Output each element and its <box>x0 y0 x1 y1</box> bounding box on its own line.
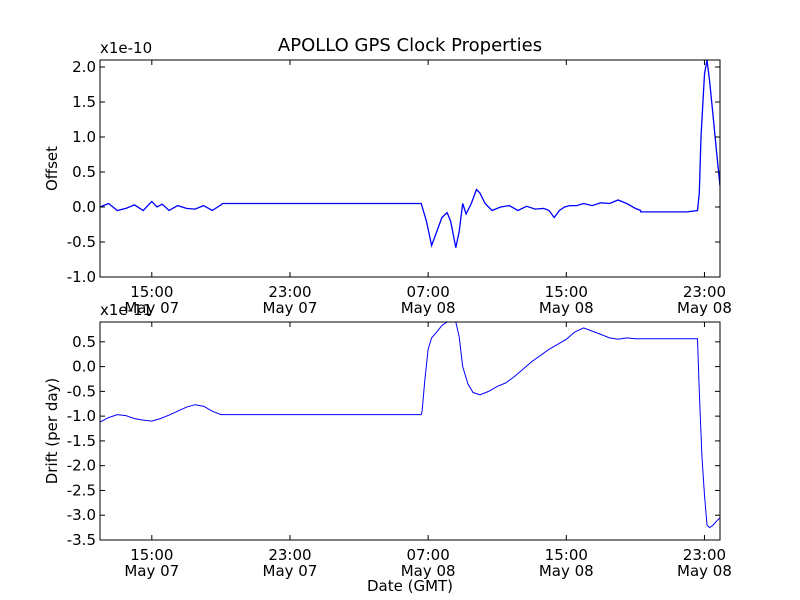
offset-xtick-time-label: 15:00 <box>130 283 173 301</box>
x-axis-label: Date (GMT) <box>367 577 453 595</box>
offset-ytick-label: -0.5 <box>67 233 96 251</box>
offset-axes-frame <box>99 59 721 278</box>
offset-ytick-label: 0.5 <box>72 163 96 181</box>
offset-xtick-date-label: May 08 <box>539 299 594 317</box>
drift-ytick-label: -3.5 <box>67 531 96 549</box>
drift-series-line-0 <box>100 322 720 529</box>
offset-xtick-time-label: 23:00 <box>683 283 726 301</box>
offset-xtick-date-label: May 07 <box>124 299 179 317</box>
offset-xtick-time-label: 07:00 <box>407 283 450 301</box>
drift-ytick-label: -1.0 <box>67 407 96 425</box>
drift-ytick-label: -1.5 <box>67 432 96 450</box>
offset-ytick-label: -1.0 <box>67 268 96 286</box>
drift-ytick-label: -2.5 <box>67 481 96 499</box>
drift-xtick-date-label: May 07 <box>124 562 179 580</box>
drift-xtick-time-label: 15:00 <box>545 546 588 564</box>
drift-ytick-label: -3.0 <box>67 506 96 524</box>
drift-xtick-date-label: May 07 <box>263 562 318 580</box>
drift-exponent-label: x1e-11 <box>100 301 152 319</box>
drift-ytick-label: 0.0 <box>72 358 96 376</box>
drift-xtick-date-label: May 08 <box>677 562 732 580</box>
drift-panel: -3.5-3.0-2.5-2.0-1.5-1.0-0.50.00.515:00M… <box>43 301 732 580</box>
offset-y-axis-label: Offset <box>43 146 61 191</box>
drift-xtick-time-label: 07:00 <box>407 546 450 564</box>
offset-series-line-0 <box>100 60 720 248</box>
drift-ytick-label: 0.5 <box>72 333 96 351</box>
drift-ytick-label: -0.5 <box>67 382 96 400</box>
offset-ytick-label: 1.5 <box>72 93 96 111</box>
offset-xtick-date-label: May 07 <box>263 299 318 317</box>
drift-xtick-time-label: 15:00 <box>130 546 173 564</box>
drift-ytick-label: -2.0 <box>67 457 96 475</box>
drift-xtick-time-label: 23:00 <box>268 546 311 564</box>
offset-exponent-label: x1e-10 <box>100 39 152 57</box>
offset-xtick-date-label: May 08 <box>401 299 456 317</box>
offset-xtick-date-label: May 08 <box>677 299 732 317</box>
chart-title: APOLLO GPS Clock Properties <box>278 35 542 56</box>
offset-ytick-label: 0.0 <box>72 198 96 216</box>
offset-xtick-time-label: 15:00 <box>545 283 588 301</box>
offset-xtick-time-label: 23:00 <box>268 283 311 301</box>
offset-ytick-label: 2.0 <box>72 58 96 76</box>
drift-axes-frame <box>99 321 721 541</box>
drift-xtick-date-label: May 08 <box>539 562 594 580</box>
drift-y-axis-label: Drift (per day) <box>43 378 61 485</box>
drift-xtick-date-label: May 08 <box>401 562 456 580</box>
drift-xtick-time-label: 23:00 <box>683 546 726 564</box>
offset-ytick-label: 1.0 <box>72 128 96 146</box>
